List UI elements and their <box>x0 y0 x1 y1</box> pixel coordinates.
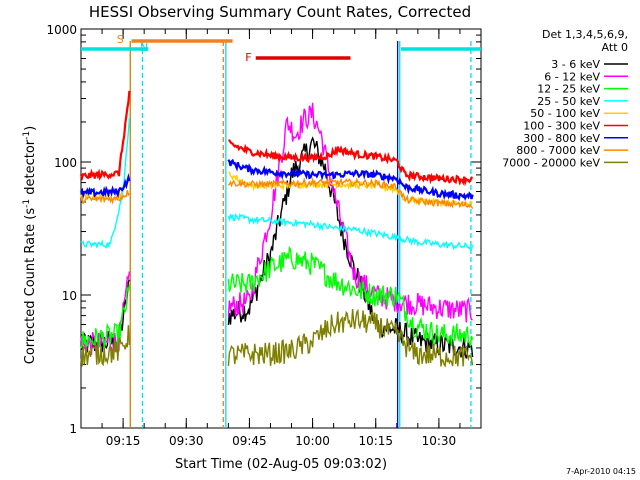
y-tick-label: 10 <box>62 289 77 303</box>
x-axis-label: Start Time (02-Aug-05 09:03:02) <box>175 457 387 472</box>
series-line <box>79 90 474 187</box>
y-axis-label-sup2: -1 <box>22 131 32 140</box>
footer-date: 7-Apr-2010 04:15 <box>566 467 636 476</box>
flag-label: S <box>117 33 124 46</box>
x-tick-label: 10:30 <box>422 434 457 448</box>
y-tick-label: 1000 <box>46 23 77 37</box>
plot-area: 1 10 100 1000 09:15 09:30 09:45 10:00 10:15 10:30… <box>46 23 482 448</box>
legend-entry-label: 25 - 50 keV <box>537 95 600 108</box>
x-tick-label: 10:15 <box>358 434 393 448</box>
chart-title: HESSI Observing Summary Count Rates, Cor… <box>89 3 471 21</box>
series-line <box>80 117 474 252</box>
y-tick-label: 100 <box>54 156 77 170</box>
legend-entry-label: 7000 - 20000 keV <box>502 156 600 169</box>
series-line <box>80 245 474 350</box>
x-tick-label: 09:45 <box>232 434 267 448</box>
series-line <box>80 176 474 210</box>
y-axis-label-sup1: -1 <box>22 199 32 208</box>
legend-entry-label: 800 - 7000 keV <box>516 144 600 157</box>
legend-entry-label: 100 - 300 keV <box>523 120 600 133</box>
y-axis-label-end: ) <box>23 126 38 131</box>
x-tick-label: 09:15 <box>106 434 141 448</box>
x-tick-label: 09:30 <box>169 434 204 448</box>
series-line <box>80 308 474 368</box>
plot-frame <box>80 28 482 429</box>
x-tick-label: 10:00 <box>295 434 330 448</box>
legend-header-attenuator: Att 0 <box>602 41 628 54</box>
y-axis-label-mid: detector <box>23 139 38 199</box>
flag-label: N <box>140 41 148 54</box>
legend-entry-label: 50 - 100 keV <box>530 107 600 120</box>
legend-entry-label: 300 - 800 keV <box>523 132 600 145</box>
y-axis-label-main: Corrected Count Rate (s <box>23 208 38 365</box>
legend-entry-label: 3 - 6 keV <box>551 58 600 71</box>
legend-entry-label: 6 - 12 keV <box>544 70 600 83</box>
flag-label: F <box>245 51 251 64</box>
legend-header-detectors: Det 1,3,4,5,6,9, <box>542 28 628 41</box>
series-line <box>80 158 474 202</box>
y-axis-label: Corrected Count Rate (s-1 detector-1) <box>22 126 38 364</box>
y-tick-label: 1 <box>69 422 77 436</box>
legend-entry-label: 12 - 25 keV <box>537 83 600 96</box>
